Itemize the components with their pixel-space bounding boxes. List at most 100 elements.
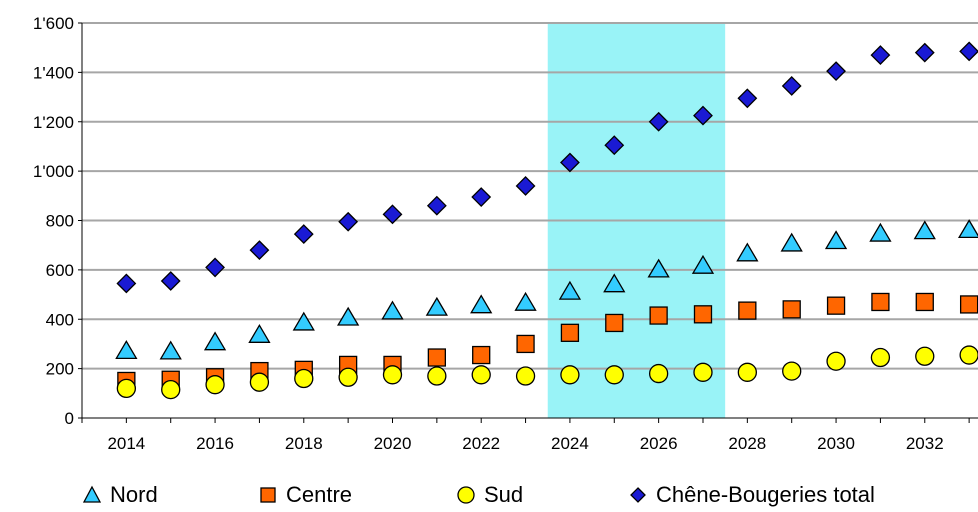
data-markers [115, 41, 978, 400]
nord-point [869, 222, 892, 242]
nord-point [115, 340, 138, 359]
sud-point [338, 367, 358, 387]
centre-point [693, 305, 713, 324]
nord-point [470, 294, 493, 314]
nord-point [337, 306, 360, 326]
nord-point [957, 219, 978, 239]
nord-point [203, 331, 227, 351]
y-tick-label: 200 [46, 360, 74, 379]
legend-label-centre: Centre [286, 482, 353, 507]
total-point [914, 42, 935, 63]
sud-point [648, 363, 669, 384]
x-tick-label: 2030 [817, 434, 855, 453]
total-point [781, 76, 802, 96]
chart: 0 200 400 600 800 1'000 1'200 1'400 1'600 2014 201… [33, 14, 978, 453]
x-tick-label: 2024 [551, 434, 589, 453]
total-point [826, 61, 846, 82]
centre-point [649, 306, 668, 325]
centre-point [782, 300, 801, 319]
centre-point [427, 348, 447, 367]
nord-point [603, 273, 626, 293]
centre-point [738, 301, 757, 320]
centre-point [826, 296, 846, 315]
sud-point [471, 365, 491, 385]
centre-point [516, 334, 535, 354]
total-point [560, 152, 580, 173]
nord-point [514, 291, 537, 311]
total-point [293, 224, 314, 244]
total-point [426, 195, 447, 216]
centre-point [915, 292, 934, 312]
total-point [737, 88, 758, 109]
centre-point [605, 313, 624, 333]
nord-point [425, 296, 448, 316]
total-point [870, 45, 891, 66]
centre-point [472, 345, 491, 365]
nord-point [691, 254, 715, 274]
total-point [604, 135, 625, 156]
legend-item-sud: Sud [456, 482, 523, 508]
x-tick-label: 2026 [640, 434, 678, 453]
nord-point [780, 232, 803, 252]
nord-point [159, 340, 182, 360]
legend-item-nord: Nord [82, 482, 158, 508]
sud-point [870, 347, 891, 368]
total-point [338, 211, 359, 232]
x-tick-label: 2016 [196, 434, 234, 453]
sud-point [782, 361, 802, 381]
gridlines [82, 22, 978, 370]
tick-labels: 0 200 400 600 800 1'000 1'200 1'400 1'600 2014 201… [33, 14, 944, 453]
sud-point [205, 375, 225, 395]
nord-point [292, 311, 315, 331]
triangle-marker-icon [82, 485, 102, 503]
total-point [116, 273, 137, 294]
total-point [205, 257, 225, 278]
nord-point [558, 280, 582, 300]
x-tick-label: 2032 [906, 434, 944, 453]
y-tick-label: 1'600 [33, 14, 74, 33]
sud-point [427, 366, 447, 386]
nord-point [736, 242, 759, 262]
y-tick-label: 1'200 [33, 113, 74, 132]
nord-point [381, 300, 404, 320]
centre-point [871, 292, 890, 312]
nord-point [913, 220, 936, 240]
x-tick-label: 2022 [462, 434, 500, 453]
legend: Nord Centre Sud Chêne-Bougeries total [0, 482, 978, 512]
sud-point [249, 372, 270, 392]
nord-point [824, 230, 848, 250]
circle-marker-icon [457, 486, 475, 504]
y-tick-label: 600 [46, 261, 74, 280]
sud-point [693, 362, 713, 382]
sud-point [515, 366, 536, 386]
sud-point [116, 378, 137, 399]
total-point [160, 271, 181, 291]
y-tick-label: 800 [46, 212, 74, 231]
total-point [648, 111, 669, 132]
centre-point [959, 295, 978, 314]
nord-point [647, 258, 670, 278]
total-point [959, 41, 978, 62]
x-tick-label: 2028 [728, 434, 766, 453]
sud-point [382, 365, 403, 385]
legend-item-total: Chêne-Bougeries total [628, 482, 875, 508]
sud-point [737, 362, 757, 382]
x-tick-label: 2018 [285, 434, 323, 453]
sud-point [161, 379, 181, 400]
sud-point [826, 351, 846, 371]
x-tick-label: 2014 [107, 434, 145, 453]
sud-point [294, 368, 314, 389]
diamond-marker-icon [630, 487, 646, 503]
y-tick-label: 1'000 [33, 162, 74, 181]
total-point [693, 105, 713, 126]
legend-label-total: Chêne-Bougeries total [656, 482, 875, 507]
nord-point [248, 324, 271, 343]
sud-point [959, 345, 978, 365]
sud-point [604, 365, 624, 385]
total-point [471, 187, 492, 207]
y-tick-label: 0 [65, 409, 74, 428]
y-tick-label: 400 [46, 310, 74, 329]
legend-item-centre: Centre [258, 482, 352, 508]
total-point [249, 240, 270, 261]
legend-label-nord: Nord [110, 482, 158, 507]
